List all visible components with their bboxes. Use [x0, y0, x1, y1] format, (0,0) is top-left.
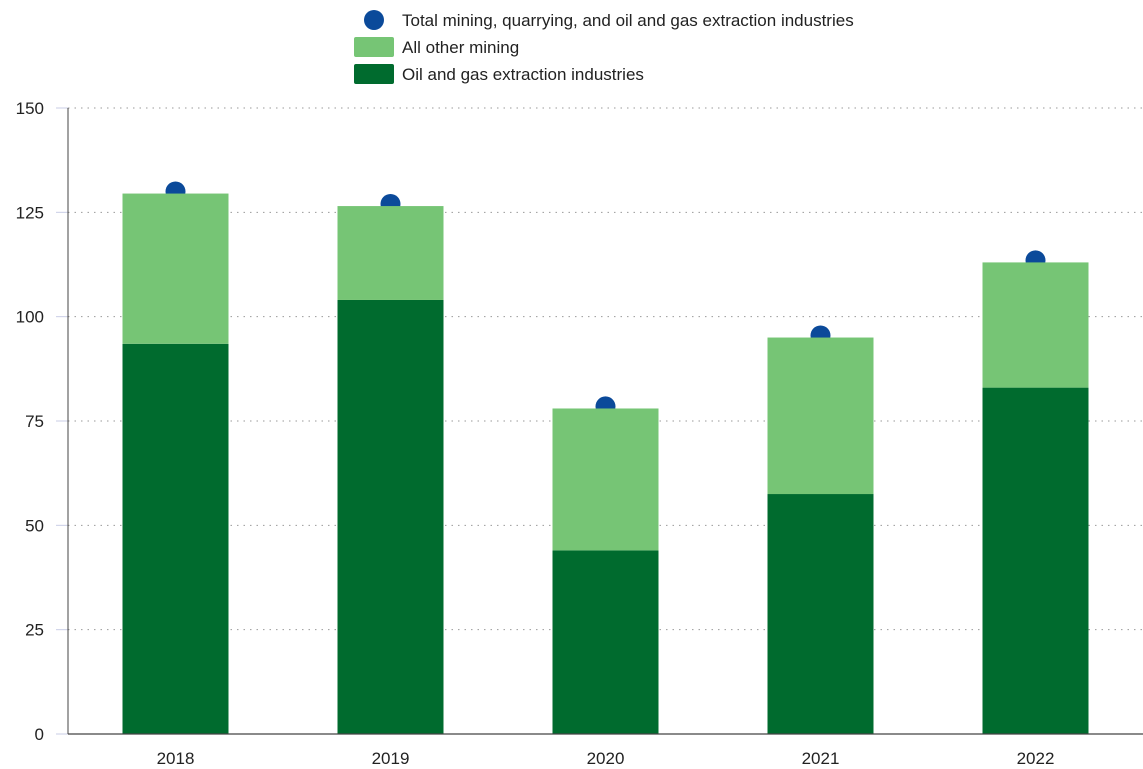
bar-segment-all-other-mining [553, 408, 659, 550]
legend-label: All other mining [402, 38, 519, 57]
legend-swatch-all-other-mining [354, 37, 394, 57]
x-axis: 2018 2019 2020 2021 2022 [68, 734, 1143, 768]
y-tick-label: 0 [35, 725, 44, 744]
bar-segment-oil-gas [768, 494, 874, 734]
legend-label: Total mining, quarrying, and oil and gas… [402, 11, 854, 30]
bar-segment-all-other-mining [983, 262, 1089, 387]
y-tick-label: 25 [25, 621, 44, 640]
legend-label: Oil and gas extraction industries [402, 65, 644, 84]
y-axis: 0 25 50 75 100 125 150 [16, 99, 68, 744]
bar-segment-all-other-mining [123, 194, 229, 344]
bar-segment-oil-gas [123, 344, 229, 734]
bar-segment-oil-gas [338, 300, 444, 734]
y-tick-label: 100 [16, 308, 44, 327]
total-dots [166, 181, 1046, 416]
bar-segment-oil-gas [983, 388, 1089, 734]
y-tick-label: 125 [16, 203, 44, 222]
y-tick-label: 75 [25, 412, 44, 431]
bar-segment-all-other-mining [768, 338, 874, 495]
legend-swatch-oil-gas [354, 64, 394, 84]
x-tick-label: 2021 [802, 749, 840, 768]
bar-segment-all-other-mining [338, 206, 444, 300]
y-tick-label: 150 [16, 99, 44, 118]
bar-segment-oil-gas [553, 550, 659, 734]
legend-swatch-total-dot [364, 10, 384, 30]
bars [123, 194, 1089, 734]
legend: Total mining, quarrying, and oil and gas… [354, 10, 854, 84]
y-tick-label: 50 [25, 516, 44, 535]
x-tick-label: 2022 [1017, 749, 1055, 768]
x-tick-label: 2020 [587, 749, 625, 768]
x-tick-label: 2018 [157, 749, 195, 768]
x-tick-label: 2019 [372, 749, 410, 768]
